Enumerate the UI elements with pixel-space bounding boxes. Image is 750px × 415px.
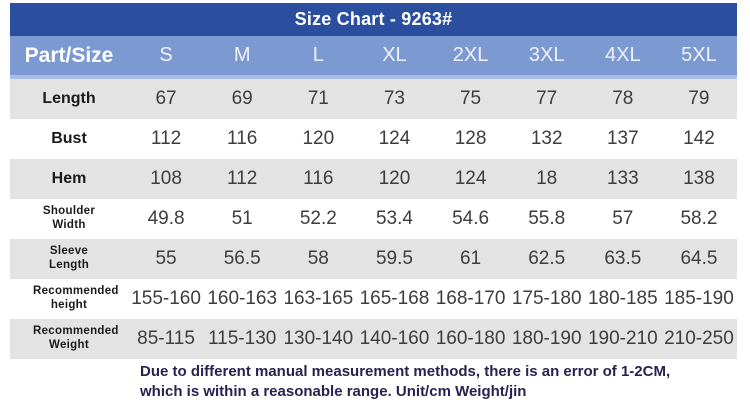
value-cell: 140-160 bbox=[359, 328, 430, 349]
value-cell: 56.5 bbox=[223, 248, 261, 269]
value-cell: 128 bbox=[454, 128, 487, 149]
footnote-line-1: Due to different manual measurement meth… bbox=[140, 363, 671, 380]
value-cell: 63.5 bbox=[604, 248, 642, 269]
value-cell: 132 bbox=[530, 128, 563, 149]
value-cell: 58 bbox=[307, 248, 329, 269]
row-label: Length bbox=[42, 90, 96, 107]
size-column-header: S bbox=[159, 44, 173, 66]
value-cell: 210-250 bbox=[664, 328, 734, 349]
value-cell: 59.5 bbox=[375, 248, 413, 269]
table-row-sleeve-length: Sleeve Length 55 56.5 58 59.5 61 62.5 63… bbox=[10, 239, 737, 279]
size-column-header: 2XL bbox=[452, 44, 489, 66]
value-cell: 51 bbox=[231, 208, 253, 229]
value-cell: 58.2 bbox=[680, 208, 718, 229]
row-label: Hem bbox=[51, 170, 87, 187]
value-cell: 85-115 bbox=[137, 328, 195, 349]
value-cell: 124 bbox=[378, 128, 411, 149]
value-cell: 138 bbox=[683, 168, 715, 189]
value-cell: 175-180 bbox=[511, 288, 582, 309]
value-cell: 137 bbox=[606, 128, 639, 149]
value-cell: 62.5 bbox=[528, 248, 566, 269]
value-cell: 75 bbox=[459, 88, 482, 109]
value-cell: 112 bbox=[150, 128, 182, 149]
size-header-row: Part/Size S M L XL 2XL 3XL 4XL 5XL bbox=[10, 36, 737, 79]
value-cell: 67 bbox=[155, 88, 177, 109]
value-cell: 49.8 bbox=[147, 208, 185, 229]
value-cell: 112 bbox=[227, 168, 258, 189]
value-cell: 108 bbox=[150, 168, 182, 189]
value-cell: 73 bbox=[383, 88, 405, 109]
value-cell: 116 bbox=[227, 128, 258, 149]
size-column-header: 3XL bbox=[528, 44, 565, 66]
value-cell: 163-165 bbox=[283, 288, 354, 309]
size-column-header: 4XL bbox=[605, 44, 641, 66]
value-cell: 124 bbox=[454, 168, 487, 189]
value-cell: 180-190 bbox=[511, 328, 582, 349]
row-label: Recommended Weight bbox=[33, 325, 119, 351]
value-cell: 61 bbox=[459, 248, 482, 269]
value-cell: 190-210 bbox=[587, 328, 658, 349]
footnote-line-2: which is within a reasonable range. Unit… bbox=[140, 383, 527, 401]
value-cell: 52.2 bbox=[299, 208, 337, 229]
size-column-header: 5XL bbox=[681, 44, 717, 66]
size-column-header: L bbox=[312, 44, 324, 66]
row-label: Recommended height bbox=[33, 285, 119, 311]
corner-header-cell: Part/Size bbox=[24, 43, 114, 67]
table-row-hem: Hem 108 112 116 120 124 18 133 138 bbox=[10, 159, 737, 199]
value-cell: 160-180 bbox=[435, 328, 506, 349]
row-label: Shoulder Width bbox=[42, 205, 96, 231]
value-cell: 115-130 bbox=[208, 328, 277, 349]
value-cell: 116 bbox=[303, 168, 334, 189]
table-row-length: Length 67 69 71 73 75 77 78 79 bbox=[10, 79, 737, 119]
value-cell: 77 bbox=[536, 88, 558, 109]
size-column-header: XL bbox=[382, 44, 407, 66]
value-cell: 55 bbox=[155, 248, 177, 269]
value-cell: 54.6 bbox=[452, 208, 490, 229]
value-cell: 53.4 bbox=[375, 208, 413, 229]
value-cell: 64.5 bbox=[680, 248, 718, 269]
table-row-recommended-height: Recommended height 155-160 160-163 163-1… bbox=[10, 279, 737, 319]
size-chart-table: Size Chart - 9263# Part/Size S M L XL 2X… bbox=[10, 3, 737, 359]
value-cell: 142 bbox=[683, 128, 715, 149]
value-cell: 78 bbox=[612, 88, 634, 109]
value-cell: 69 bbox=[231, 88, 253, 109]
value-cell: 18 bbox=[536, 168, 558, 189]
value-cell: 180-185 bbox=[587, 288, 658, 309]
table-row-bust: Bust 112 116 120 124 128 132 137 142 bbox=[10, 119, 737, 159]
value-cell: 155-160 bbox=[131, 288, 201, 309]
value-cell: 57 bbox=[612, 208, 634, 229]
table-row-recommended-weight: Recommended Weight 85-115 115-130 130-14… bbox=[10, 319, 737, 359]
row-label: Bust bbox=[51, 130, 87, 147]
value-cell: 120 bbox=[378, 168, 411, 189]
table-row-shoulder-width: Shoulder Width 49.8 51 52.2 53.4 54.6 55… bbox=[10, 199, 737, 239]
value-cell: 168-170 bbox=[435, 288, 506, 309]
value-cell: 71 bbox=[307, 88, 329, 109]
measurement-footnote: Due to different manual measurement meth… bbox=[140, 362, 670, 403]
value-cell: 165-168 bbox=[359, 288, 430, 309]
value-cell: 55.8 bbox=[528, 208, 566, 229]
value-cell: 130-140 bbox=[283, 328, 354, 349]
value-cell: 133 bbox=[606, 168, 639, 189]
value-cell: 79 bbox=[688, 88, 710, 109]
value-cell: 120 bbox=[302, 128, 335, 149]
size-column-header: M bbox=[233, 44, 251, 66]
size-chart-title: Size Chart - 9263# bbox=[10, 3, 737, 36]
value-cell: 185-190 bbox=[664, 288, 734, 309]
value-cell: 160-163 bbox=[207, 288, 278, 309]
row-label: Sleeve Length bbox=[48, 245, 90, 271]
